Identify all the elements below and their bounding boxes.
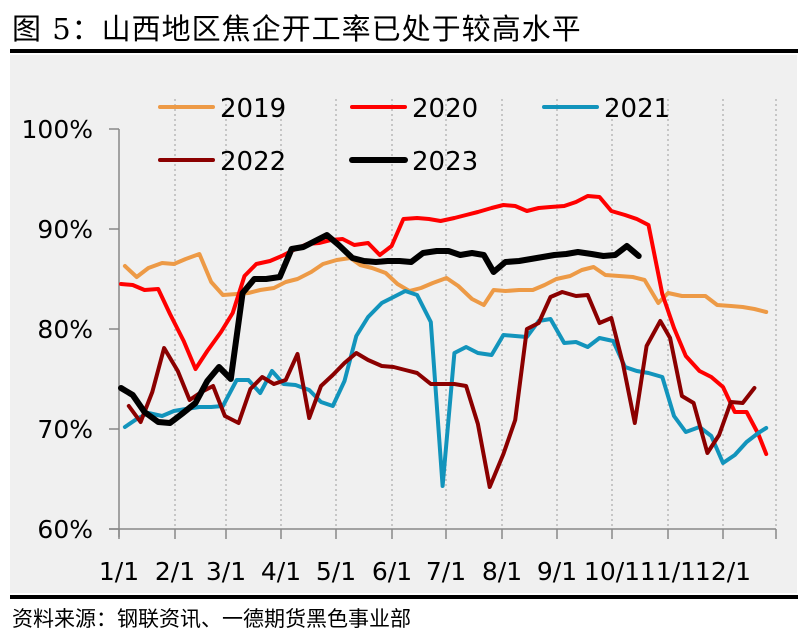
series-2019 <box>122 252 769 314</box>
x-tick-label: 12/1 <box>695 557 751 586</box>
x-tick-label: 5/1 <box>316 557 356 586</box>
legend: 2019 2020 2021 2022 2023 <box>158 94 670 177</box>
y-tick-label: 70% <box>37 415 93 444</box>
legend-label-2019: 2019 <box>220 94 286 124</box>
series-2021 <box>122 289 769 488</box>
x-tick-label: 2/1 <box>155 557 195 586</box>
y-tick-label: 100% <box>22 115 93 144</box>
x-tick-label: 4/1 <box>261 557 301 586</box>
x-tick-label: 10/1 <box>584 557 640 586</box>
chart-panel <box>10 55 797 593</box>
x-tick-label: 9/1 <box>537 557 577 586</box>
legend-label-2023: 2023 <box>412 147 478 177</box>
x-tick-label: 11/1 <box>640 557 696 586</box>
vertical-gridlines <box>174 99 777 529</box>
figure-title: 图 5：山西地区焦企开工率已处于较高水平 <box>12 12 582 46</box>
x-tick-label: 6/1 <box>372 557 412 586</box>
y-tick-label: 80% <box>37 315 93 344</box>
series-lines <box>118 194 769 489</box>
legend-label-2022: 2022 <box>220 147 286 177</box>
x-tick-label: 3/1 <box>206 557 246 586</box>
series-2022 <box>126 290 757 489</box>
y-tick-label: 90% <box>37 215 93 244</box>
series-2020 <box>119 194 769 456</box>
series-2023 <box>118 232 642 426</box>
x-tick-label: 1/1 <box>99 557 139 586</box>
source-rule <box>10 595 798 599</box>
y-tick-label: 60% <box>37 515 93 544</box>
legend-label-2020: 2020 <box>412 94 478 124</box>
legend-label-2021: 2021 <box>604 94 670 124</box>
axes: 60% 70% 80% 90% 100% 1/1 2/1 3/1 4/1 5/1 6/1 7/1 8/1… <box>22 115 777 586</box>
title-rule <box>10 49 798 53</box>
x-tick-label: 8/1 <box>482 557 522 586</box>
x-tick-label: 7/1 <box>426 557 466 586</box>
source-note: 资料来源：钢联资讯、一德期货黑色事业部 <box>12 607 411 631</box>
